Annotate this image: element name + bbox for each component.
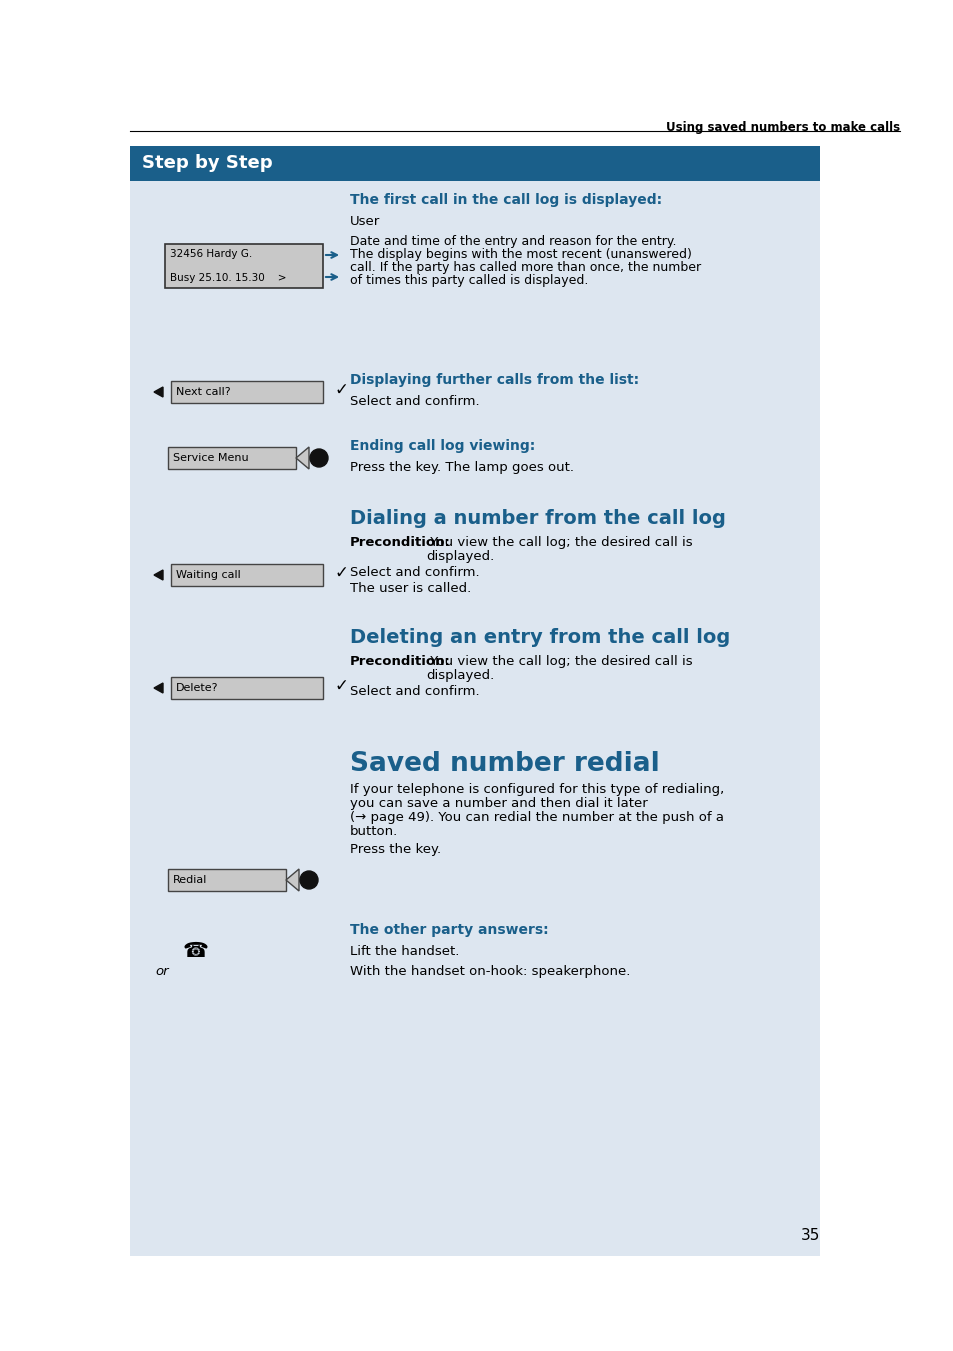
Text: You view the call log; the desired call is: You view the call log; the desired call … [426, 536, 692, 549]
Text: of times this party called is displayed.: of times this party called is displayed. [350, 274, 588, 286]
FancyBboxPatch shape [171, 563, 323, 586]
Text: Select and confirm.: Select and confirm. [350, 685, 479, 698]
Text: If your telephone is configured for this type of redialing,: If your telephone is configured for this… [350, 784, 723, 796]
Text: Press the key.: Press the key. [350, 843, 440, 857]
Text: Ending call log viewing:: Ending call log viewing: [350, 439, 535, 453]
Text: Select and confirm.: Select and confirm. [350, 566, 479, 580]
Text: 35: 35 [800, 1228, 820, 1243]
Text: Busy 25.10. 15.30    >: Busy 25.10. 15.30 > [170, 273, 286, 282]
Text: (→ page 49). You can redial the number at the push of a: (→ page 49). You can redial the number a… [350, 811, 723, 824]
FancyBboxPatch shape [165, 245, 323, 288]
Text: you can save a number and then dial it later: you can save a number and then dial it l… [350, 797, 647, 811]
Text: Precondition:: Precondition: [350, 536, 451, 549]
Circle shape [299, 871, 317, 889]
FancyBboxPatch shape [130, 146, 820, 181]
Text: Using saved numbers to make calls: Using saved numbers to make calls [665, 122, 899, 134]
Text: User: User [350, 215, 380, 228]
Text: Select and confirm.: Select and confirm. [350, 394, 479, 408]
Text: The first call in the call log is displayed:: The first call in the call log is displa… [350, 193, 661, 207]
Text: The other party answers:: The other party answers: [350, 923, 548, 938]
FancyBboxPatch shape [130, 146, 820, 1256]
Text: Next call?: Next call? [175, 386, 231, 397]
Text: displayed.: displayed. [426, 550, 494, 563]
Circle shape [310, 449, 328, 467]
Text: ✓: ✓ [334, 381, 348, 399]
Text: ☎: ☎ [183, 942, 209, 961]
FancyBboxPatch shape [171, 381, 323, 403]
Text: You view the call log; the desired call is: You view the call log; the desired call … [426, 655, 692, 667]
Text: Service Menu: Service Menu [172, 453, 249, 463]
FancyBboxPatch shape [168, 869, 286, 892]
Polygon shape [153, 684, 163, 693]
Text: or: or [154, 965, 169, 978]
Text: With the handset on-hook: speakerphone.: With the handset on-hook: speakerphone. [350, 965, 630, 978]
Text: Step by Step: Step by Step [142, 154, 273, 173]
Text: Date and time of the entry and reason for the entry.: Date and time of the entry and reason fo… [350, 235, 676, 249]
Text: The display begins with the most recent (unanswered): The display begins with the most recent … [350, 249, 691, 261]
Text: 32456 Hardy G.: 32456 Hardy G. [170, 249, 252, 259]
Text: Deleting an entry from the call log: Deleting an entry from the call log [350, 628, 729, 647]
Text: displayed.: displayed. [426, 669, 494, 682]
Text: ✓: ✓ [334, 677, 348, 694]
Polygon shape [295, 447, 309, 469]
Text: Press the key. The lamp goes out.: Press the key. The lamp goes out. [350, 461, 574, 474]
Text: ✓: ✓ [334, 563, 348, 582]
Text: Dialing a number from the call log: Dialing a number from the call log [350, 509, 725, 528]
Text: Precondition:: Precondition: [350, 655, 451, 667]
Text: The user is called.: The user is called. [350, 582, 471, 594]
Text: Delete?: Delete? [175, 684, 218, 693]
Text: call. If the party has called more than once, the number: call. If the party has called more than … [350, 261, 700, 274]
Text: Lift the handset.: Lift the handset. [350, 944, 459, 958]
Polygon shape [153, 386, 163, 397]
Polygon shape [153, 570, 163, 580]
Polygon shape [286, 869, 298, 892]
Text: Saved number redial: Saved number redial [350, 751, 659, 777]
Text: Redial: Redial [172, 875, 207, 885]
Text: Displaying further calls from the list:: Displaying further calls from the list: [350, 373, 639, 386]
FancyBboxPatch shape [168, 447, 295, 469]
Text: Waiting call: Waiting call [175, 570, 240, 580]
Text: button.: button. [350, 825, 397, 838]
FancyBboxPatch shape [171, 677, 323, 698]
